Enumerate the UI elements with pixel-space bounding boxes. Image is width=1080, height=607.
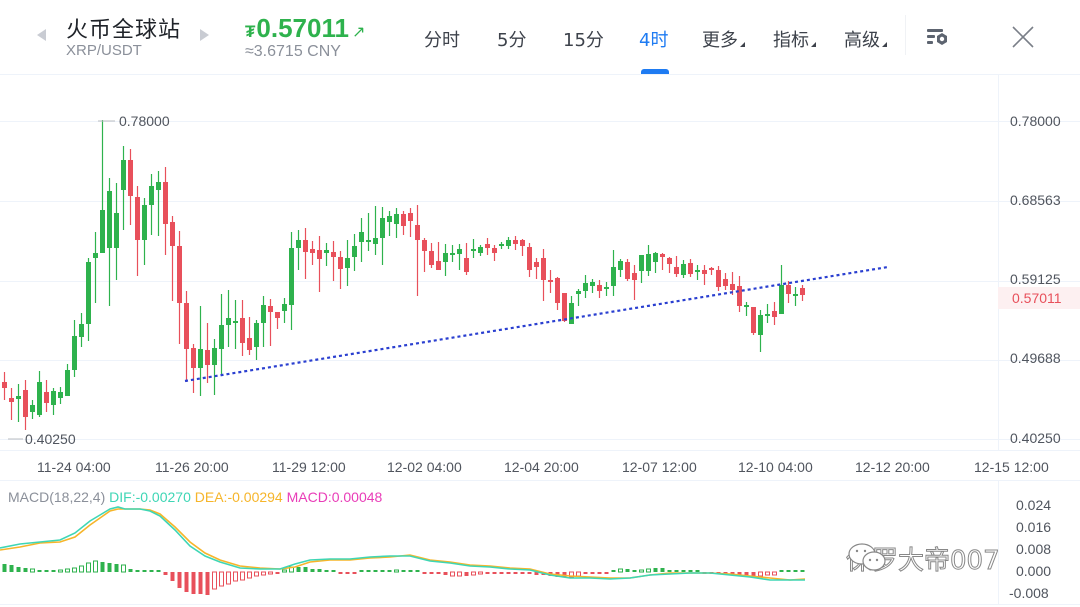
macd-legend: MACD(18,22,4) DIF:-0.00270 DEA:-0.00294 … <box>8 489 382 505</box>
tab-5[interactable]: 指标 <box>773 26 816 52</box>
time-axis-label: 12-07 12:00 <box>622 459 697 475</box>
macd-bottom-border <box>0 604 1080 605</box>
trading-pair: XRP/USDT <box>66 42 142 59</box>
exchange-name: 火币全球站 <box>66 18 182 43</box>
macd-axis-label: 0.016 <box>1016 519 1052 535</box>
tab-4[interactable]: 更多 <box>702 26 745 52</box>
next-market-arrow-icon[interactable] <box>200 29 209 41</box>
tab-1[interactable]: 5分 <box>497 26 526 52</box>
currency-symbol: ₮ <box>245 22 256 41</box>
header-divider <box>905 15 906 55</box>
dropdown-triangle-icon <box>740 42 745 47</box>
time-axis-label: 11-29 12:00 <box>272 459 346 475</box>
tab-label: 5分 <box>497 30 527 51</box>
tab-label: 更多 <box>702 30 738 51</box>
xaxis-top-border <box>0 450 1080 451</box>
grid-line <box>0 281 1080 282</box>
time-axis-label: 11-24 04:00 <box>37 459 111 475</box>
price-axis-label: 0.40250 <box>1010 430 1061 446</box>
macd-dif: DIF:-0.00270 <box>109 489 191 505</box>
macd-axis-label: -0.008 <box>1009 585 1049 601</box>
last-price-marker-value: 0.57011 <box>1012 290 1062 306</box>
macd-dea: DEA:-0.00294 <box>194 489 283 505</box>
trend-up-arrow-icon: ↗ <box>351 24 366 41</box>
price-axis-label: 0.68563 <box>1010 192 1061 208</box>
grid-line <box>0 360 1080 361</box>
wechat-icon <box>848 543 886 571</box>
grid-line <box>0 201 1080 202</box>
time-axis-label: 12-12 20:00 <box>855 459 930 475</box>
close-icon[interactable] <box>1010 24 1036 50</box>
macd-axis-label: 0.008 <box>1016 541 1052 557</box>
price-axis-border <box>998 75 999 450</box>
tab-label: 指标 <box>773 30 809 51</box>
macd-params: MACD(18,22,4) <box>8 489 106 505</box>
settings-icon[interactable] <box>925 26 951 48</box>
grid-line <box>0 439 1080 440</box>
tab-label: 分时 <box>424 30 460 51</box>
tab-3[interactable]: 4时 <box>639 26 668 52</box>
max-price-value: 0.78000 <box>119 113 170 129</box>
time-axis-label: 12-04 20:00 <box>504 459 579 475</box>
last-price-marker: 0.57011 <box>998 287 1080 309</box>
header-bottom-border <box>0 74 1080 75</box>
macd-chart[interactable] <box>0 0 1000 607</box>
macd-value: MACD:0.00048 <box>286 489 383 505</box>
active-tab-indicator <box>641 69 669 74</box>
candlestick-chart[interactable] <box>0 0 1000 450</box>
prev-market-arrow-icon[interactable] <box>37 29 46 41</box>
macd-axis-border <box>998 480 999 604</box>
last-price-value: 0.57011 <box>256 13 349 43</box>
cny-price: ≈3.6715 CNY <box>245 43 341 60</box>
price-axis-label: 0.78000 <box>1010 113 1061 129</box>
last-price: ₮0.57011 ↗ <box>245 13 365 44</box>
macd-axis-label: 0.000 <box>1016 563 1052 579</box>
time-axis-label: 12-15 12:00 <box>974 459 1049 475</box>
dropdown-triangle-icon <box>811 42 816 47</box>
tab-2[interactable]: 15分 <box>563 26 604 52</box>
macd-axis-label: 0.024 <box>1016 497 1052 513</box>
time-axis-label: 11-26 20:00 <box>155 459 229 475</box>
time-axis-label: 12-10 04:00 <box>738 459 813 475</box>
dropdown-triangle-icon <box>882 42 887 47</box>
header-bar: 火币全球站 XRP/USDT ₮0.57011 ↗ ≈3.6715 CNY 分时 5… <box>0 0 1080 74</box>
tab-label: 4时 <box>639 30 669 51</box>
price-axis-label: 0.49688 <box>1010 350 1061 366</box>
time-axis-label: 12-02 04:00 <box>387 459 462 475</box>
grid-line <box>0 121 1080 122</box>
min-price-value: 0.40250 <box>25 431 76 447</box>
xaxis-bottom-border <box>0 480 1080 481</box>
tab-label: 15分 <box>563 30 604 51</box>
tab-6[interactable]: 高级 <box>844 26 887 52</box>
tab-0[interactable]: 分时 <box>424 26 460 52</box>
tab-label: 高级 <box>844 30 880 51</box>
wechat-watermark: 保罗大帝007 <box>846 540 1000 577</box>
price-axis-label: 0.59125 <box>1010 271 1061 287</box>
